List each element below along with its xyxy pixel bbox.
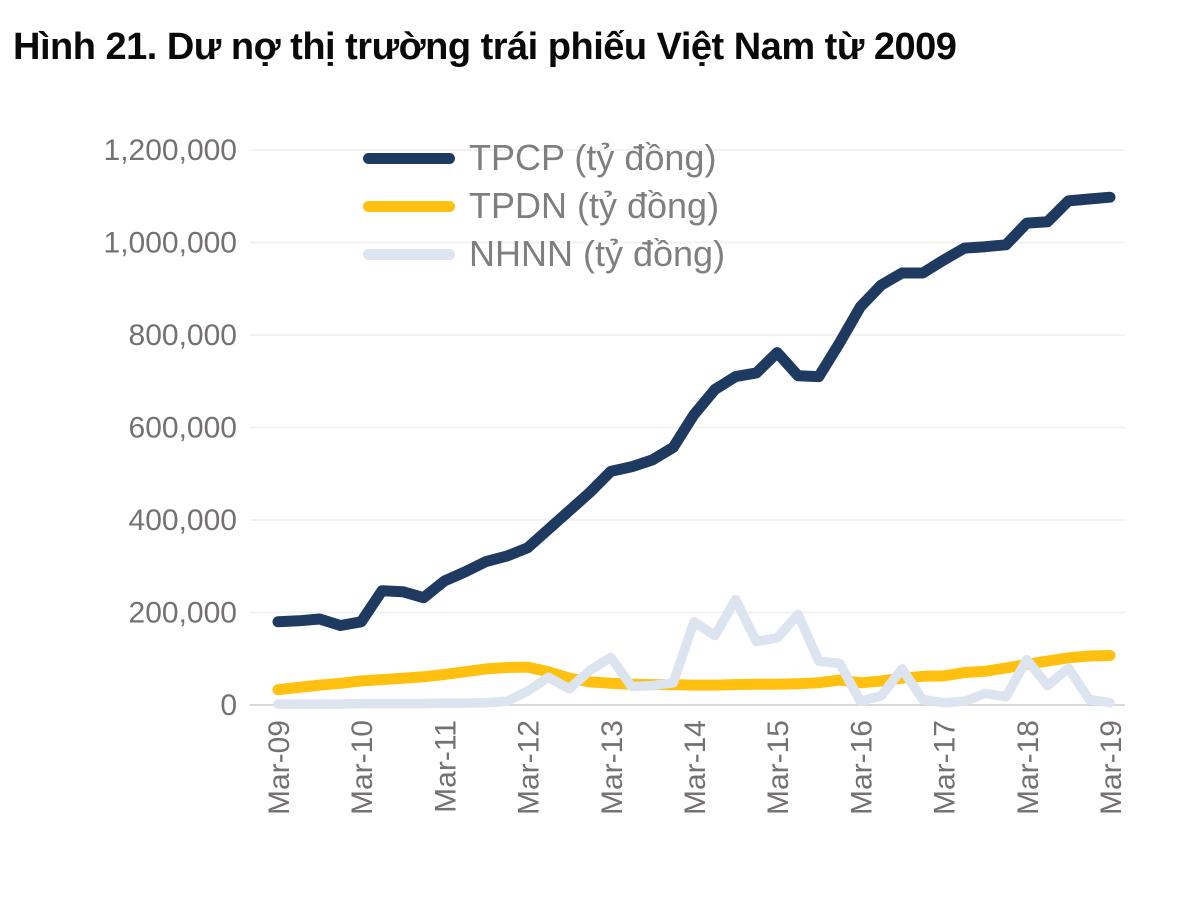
y-axis-tick-label: 1,200,000	[104, 134, 237, 167]
legend-item-nhnn: NHNN (tỷ đồng)	[363, 230, 725, 278]
nhnn-line-swatch	[363, 248, 455, 260]
y-axis-tick-label: 200,000	[129, 597, 237, 630]
x-axis-tick-label: Mar-18	[1012, 720, 1045, 815]
tpdn-line-swatch	[363, 200, 455, 212]
legend-label-tpcp: TPCP (tỷ đồng)	[469, 137, 717, 178]
x-axis-tick-label: Mar-19	[1095, 720, 1128, 815]
legend-item-tpdn: TPDN (tỷ đồng)	[363, 182, 725, 230]
x-axis-tick-label: Mar-16	[845, 720, 878, 815]
series-line-tpcp	[272, 191, 1116, 631]
legend-item-tpcp: TPCP (tỷ đồng)	[363, 134, 725, 182]
y-axis-tick-label: 0	[220, 689, 237, 722]
tpcp-line-swatch	[363, 152, 455, 164]
legend-label-tpdn: TPDN (tỷ đồng)	[469, 185, 720, 226]
x-axis-tick-label: Mar-13	[596, 720, 629, 815]
x-axis-tick-label: Mar-12	[513, 720, 546, 815]
y-axis-tick-label: 800,000	[129, 319, 237, 352]
x-axis-tick-label: Mar-17	[929, 720, 962, 815]
x-axis-tick-label: Mar-09	[263, 720, 296, 815]
series-line-tpdn	[272, 650, 1116, 696]
chart-legend: TPCP (tỷ đồng) TPDN (tỷ đồng) NHNN (tỷ đ…	[363, 134, 725, 278]
x-axis-tick-label: Mar-14	[679, 720, 712, 815]
x-axis-tick-label: Mar-11	[429, 720, 462, 813]
legend-label-nhnn: NHNN (tỷ đồng)	[469, 233, 726, 274]
figure-title: Hình 21. Dư nợ thị trường trái phiếu Việ…	[13, 26, 957, 68]
y-axis-tick-label: 1,000,000	[104, 227, 237, 260]
series-line-nhnn	[273, 594, 1115, 709]
y-axis-tick-label: 600,000	[129, 412, 237, 445]
x-axis-tick-label: Mar-15	[762, 720, 795, 815]
x-axis-tick-label: Mar-10	[346, 720, 379, 815]
y-axis-tick-label: 400,000	[129, 504, 237, 537]
